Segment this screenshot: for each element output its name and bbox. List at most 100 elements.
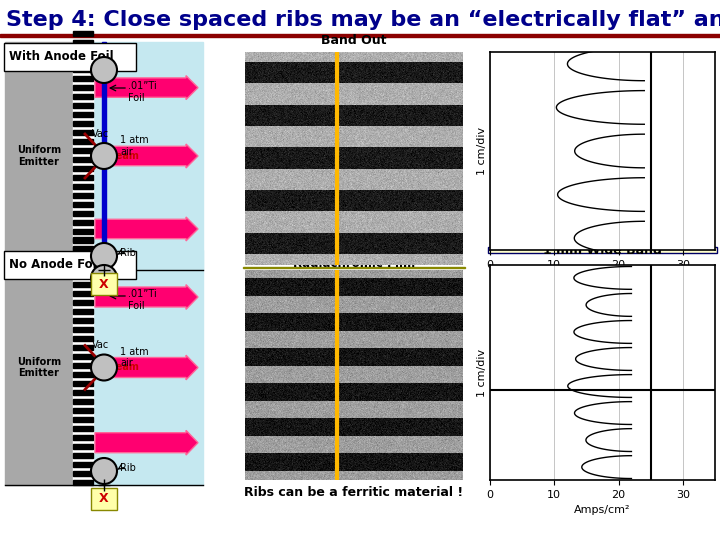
FancyBboxPatch shape — [488, 247, 717, 253]
X-axis label: Amps/cm²: Amps/cm² — [575, 505, 631, 515]
Bar — [73, 408, 93, 413]
Bar — [73, 67, 93, 72]
FancyArrow shape — [95, 285, 198, 309]
Circle shape — [91, 143, 117, 169]
Y-axis label: 1 cm/div: 1 cm/div — [477, 348, 487, 396]
Text: e-beam: e-beam — [99, 362, 140, 373]
Text: 1 mm Wide Band: 1 mm Wide Band — [543, 244, 662, 256]
Bar — [73, 453, 93, 458]
Bar — [73, 363, 93, 368]
Bar — [73, 139, 93, 144]
Bar — [73, 309, 93, 314]
Bar — [73, 58, 93, 63]
Bar — [73, 354, 93, 359]
Text: X: X — [99, 492, 109, 505]
Circle shape — [91, 458, 117, 484]
Text: No Anode Foil: No Anode Foil — [9, 259, 101, 272]
Bar — [73, 256, 93, 261]
Bar — [73, 211, 93, 216]
Bar — [73, 273, 93, 278]
Bar — [73, 345, 93, 350]
Text: e-beam: e-beam — [99, 151, 140, 161]
Bar — [5, 42, 73, 270]
Bar — [73, 202, 93, 207]
Bar — [73, 372, 93, 377]
Text: Band Out: Band Out — [321, 33, 387, 46]
FancyBboxPatch shape — [243, 267, 465, 268]
Bar — [73, 327, 93, 332]
Bar — [73, 31, 93, 36]
Bar — [73, 237, 93, 242]
Bar — [73, 76, 93, 81]
Circle shape — [91, 354, 117, 381]
Bar — [73, 480, 93, 485]
Bar — [93, 250, 203, 485]
FancyBboxPatch shape — [91, 273, 117, 295]
Bar — [73, 471, 93, 476]
X-axis label: Amps/cm²: Amps/cm² — [575, 275, 631, 285]
Text: .01”Ti
Foil: .01”Ti Foil — [128, 81, 157, 103]
Text: Ribs can be a ferritic material !: Ribs can be a ferritic material ! — [244, 485, 464, 498]
Text: Vac: Vac — [92, 129, 109, 139]
Bar — [73, 40, 93, 45]
Text: Step 4: Close spaced ribs may be an “electrically flat” anode: Step 4: Close spaced ribs may be an “ele… — [6, 10, 720, 30]
Bar — [73, 381, 93, 386]
Text: Rib: Rib — [120, 463, 136, 473]
Bar — [73, 175, 93, 180]
Text: Uniform
Emitter: Uniform Emitter — [17, 145, 61, 167]
Text: X: X — [99, 278, 109, 291]
Bar — [73, 148, 93, 153]
FancyArrow shape — [95, 217, 198, 241]
Bar — [73, 265, 93, 270]
Text: .01”Ti
Foil: .01”Ti Foil — [128, 289, 157, 311]
Text: after hibachi foil (“X”): after hibachi foil (“X”) — [279, 273, 429, 286]
Text: Uniform
Emitter: Uniform Emitter — [17, 357, 61, 379]
FancyBboxPatch shape — [91, 488, 117, 510]
Bar — [73, 103, 93, 108]
Bar — [73, 246, 93, 251]
FancyArrow shape — [95, 430, 198, 455]
FancyBboxPatch shape — [4, 251, 136, 279]
Bar — [73, 220, 93, 225]
FancyBboxPatch shape — [4, 43, 136, 71]
Bar — [73, 264, 93, 269]
Bar — [73, 85, 93, 90]
FancyArrow shape — [95, 144, 198, 168]
Bar — [73, 121, 93, 126]
Y-axis label: 1 cm/div: 1 cm/div — [477, 127, 487, 175]
Circle shape — [91, 243, 117, 269]
Bar — [73, 247, 93, 252]
Bar — [73, 390, 93, 395]
Bar — [93, 42, 203, 270]
Bar — [73, 238, 93, 243]
Text: Vac: Vac — [92, 341, 109, 350]
Text: Radiachromic Film: Radiachromic Film — [293, 257, 415, 270]
Bar — [73, 417, 93, 422]
Bar — [73, 255, 93, 260]
Bar — [0, 34, 720, 37]
Bar — [73, 42, 93, 270]
Bar — [73, 399, 93, 404]
Text: Rib: Rib — [120, 248, 136, 258]
FancyArrow shape — [95, 355, 198, 380]
Bar — [73, 229, 93, 234]
Bar — [73, 193, 93, 198]
Circle shape — [91, 57, 117, 83]
Bar — [102, 42, 106, 270]
Bar — [73, 184, 93, 189]
Bar — [73, 94, 93, 99]
Bar — [73, 130, 93, 135]
Bar — [73, 250, 93, 485]
Bar — [73, 166, 93, 171]
Bar — [73, 435, 93, 440]
Bar — [73, 112, 93, 117]
Circle shape — [91, 265, 117, 291]
Text: 1 atm
air: 1 atm air — [120, 347, 148, 368]
Text: With Anode Foil: With Anode Foil — [9, 51, 114, 64]
Bar — [73, 49, 93, 54]
Bar — [73, 462, 93, 467]
Bar — [73, 282, 93, 287]
Bar — [5, 250, 73, 485]
FancyArrow shape — [95, 76, 198, 99]
Bar — [73, 291, 93, 296]
